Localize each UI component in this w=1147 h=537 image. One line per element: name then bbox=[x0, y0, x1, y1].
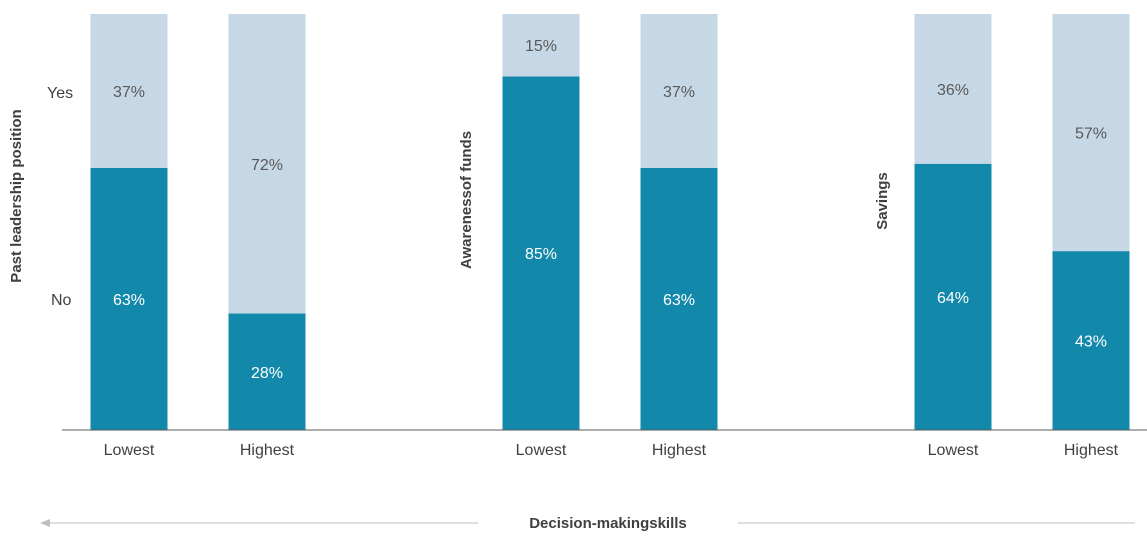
bars-layer: 63% 37% 28% 72% 85% 15% 63% 37% 64% 36% 43% 57% bbox=[90, 14, 1130, 431]
legend-level-yes: Yes bbox=[47, 85, 73, 102]
bar-segment-no bbox=[1052, 251, 1130, 430]
data-label-no: 85% bbox=[525, 246, 557, 263]
bar-segment-yes bbox=[914, 14, 992, 164]
category-label: Lowest bbox=[516, 442, 567, 459]
bar-segment-no bbox=[502, 76, 580, 431]
bottom-arrow-head-icon bbox=[40, 519, 50, 527]
bar-segment-yes bbox=[502, 14, 580, 77]
data-label-yes: 37% bbox=[113, 84, 145, 101]
data-label-no: 63% bbox=[113, 292, 145, 309]
data-label-no: 43% bbox=[1075, 334, 1107, 351]
y-axis-label-past-leadership: Past leadership position bbox=[8, 109, 25, 282]
category-label: Highest bbox=[1064, 442, 1119, 459]
data-label-yes: 15% bbox=[525, 38, 557, 55]
bar-segment-no bbox=[914, 163, 992, 430]
data-label-yes: 37% bbox=[663, 84, 695, 101]
bar-segment-yes bbox=[228, 14, 306, 314]
bar-segment-yes bbox=[640, 14, 718, 168]
y-axis-label-savings: Savings bbox=[874, 172, 891, 230]
bottom-axis-title: Decision-makingskills bbox=[529, 515, 687, 532]
category-labels: Lowest Highest Lowest Highest Lowest Highest bbox=[104, 442, 1119, 459]
legend-level-no: No bbox=[51, 292, 72, 309]
bar-segment-yes bbox=[90, 14, 168, 168]
category-label: Highest bbox=[652, 442, 707, 459]
data-label-no: 63% bbox=[663, 292, 695, 309]
category-label: Lowest bbox=[104, 442, 155, 459]
data-label-yes: 57% bbox=[1075, 126, 1107, 143]
bar-segment-no bbox=[228, 313, 306, 430]
data-label-yes: 72% bbox=[251, 157, 283, 174]
y-axis-label-awareness-of-funds: Awarenessof funds bbox=[458, 131, 475, 269]
bar-segment-no bbox=[640, 167, 718, 431]
data-label-no: 28% bbox=[251, 365, 283, 382]
data-label-no: 64% bbox=[937, 290, 969, 307]
data-label-yes: 36% bbox=[937, 82, 969, 99]
bar-segment-no bbox=[90, 167, 168, 431]
category-label: Lowest bbox=[928, 442, 979, 459]
bar-segment-yes bbox=[1052, 14, 1130, 252]
category-label: Highest bbox=[240, 442, 295, 459]
